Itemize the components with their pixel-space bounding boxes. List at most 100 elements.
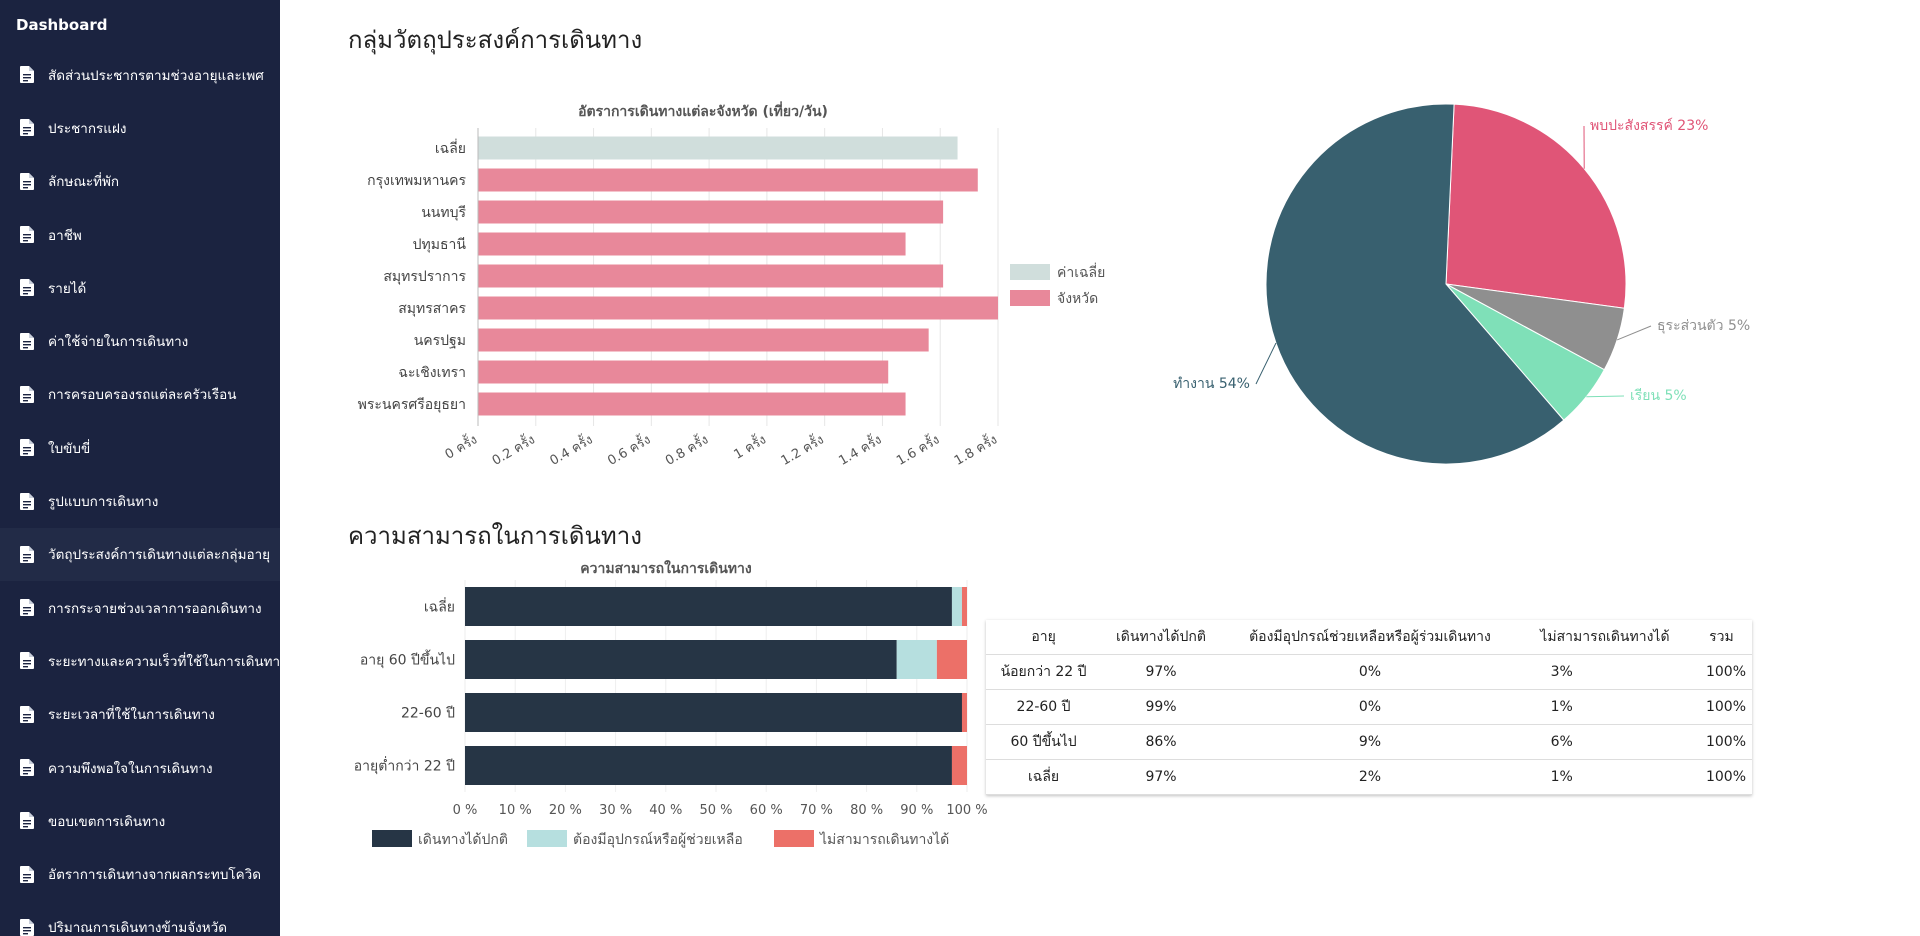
sidebar-item-label: ค่าใช้จ่ายในการเดินทาง [48,334,189,351]
stacked-bar-segment [961,693,967,732]
sidebar-item-label: ความพึงพอใจในการเดินทาง [48,760,213,777]
sidebar-item[interactable]: อัตราการเดินทางจากผลกระทบโควิด [0,847,280,900]
legend-label: ค่าเฉลี่ย [1057,263,1105,281]
legend-swatch [527,830,567,847]
sidebar-item[interactable]: ค่าใช้จ่ายในการเดินทาง [0,314,280,367]
document-icon [20,918,34,936]
legend-label: ไม่สามารถเดินทางได้ [819,831,949,848]
table-header-age: อายุ [986,620,1102,655]
document-icon [20,279,34,297]
document-icon [20,332,34,350]
x-tick-label: 0 ครั้ง [441,430,480,463]
sidebar-item[interactable]: ความพึงพอใจในการเดินทาง [0,741,280,794]
table-row: 22-60 ปี 99% 0% 1% 100% [986,689,1752,725]
y-tick-label: อายุต่ำกว่า 22 ปี [354,757,455,775]
y-tick-label: นนทบุรี [421,205,466,221]
table-cell: เฉลี่ย [986,759,1102,795]
sidebar-item-label: ใบขับขี่ [48,440,91,457]
legend-swatch [372,830,412,847]
stacked-bar-segment [961,587,967,626]
sidebar-item[interactable]: รายได้ [0,261,280,314]
x-tick-label: 0.4 ครั้ง [546,430,596,469]
document-icon [20,705,34,723]
document-icon [20,119,34,137]
pie-slice [1445,103,1627,309]
y-tick-label: สมุทรปราการ [383,269,466,285]
y-tick-label: เฉลี่ย [435,139,466,157]
table-header-normal: เดินทางได้ปกติ [1101,620,1221,655]
chart-title: อัตราการเดินทางแต่ละจังหวัด (เที่ยว/วัน) [578,101,828,120]
table-row: เฉลี่ย 97% 2% 1% 100% [986,759,1752,795]
sidebar-item[interactable]: รูปแบบการเดินทาง [0,474,280,527]
dashboard-brand[interactable]: Dashboard [16,16,108,34]
sidebar-item-label: การครอบครองรถแต่ละครัวเรือน [48,387,237,404]
legend-label: ต้องมีอุปกรณ์หรือผู้ช่วยเหลือ [573,831,743,848]
sidebar-item[interactable]: ขอบเขตการเดินทาง [0,794,280,847]
document-icon [20,865,34,883]
table-header-row: อายุ เดินทางได้ปกติ ต้องมีอุปกรณ์ช่วยเหล… [986,620,1752,655]
stacked-bar-segment [465,587,952,626]
document-icon [20,492,34,510]
x-tick-label: 1 ครั้ง [730,430,769,463]
document-icon [20,759,34,776]
sidebar-item-label: สัดส่วนประชากรตามช่วงอายุและเพศ [48,67,264,84]
bar [478,264,944,288]
sidebar: Dashboard สัดส่วนประชากรตามช่วงอายุและเพ… [0,0,280,936]
sidebar-item[interactable]: ประชากรแฝง [0,101,280,154]
bar [478,392,906,416]
y-tick-label: นครปฐม [414,333,466,349]
x-tick-label: 1.8 ครั้ง [950,430,1000,469]
table-cell: 22-60 ปี [986,689,1102,725]
stacked-bar-segment [465,693,962,732]
sidebar-item[interactable]: ระยะทางและความเร็วที่ใช้ในการเดินทาง [0,634,280,687]
travel-ability-chart: ความสามารถในการเดินทาง 0 % 10 % 20 % 30 % 40 … [354,559,988,848]
y-tick-label: พระนครศรีอยุธยา [358,397,466,413]
bar [478,360,889,384]
table-cell: 99% [1101,689,1221,725]
sidebar-item[interactable]: การกระจายช่วงเวลาการออกเดินทาง [0,581,280,634]
pie-label: พบปะสังสรรค์ 23% [1590,117,1708,134]
sidebar-item[interactable]: การครอบครองรถแต่ละครัวเรือน [0,368,280,421]
sidebar-item[interactable]: ลักษณะที่พัก [0,155,280,208]
document-icon [20,66,34,84]
sidebar-item[interactable]: ใบขับขี่ [0,421,280,474]
sidebar-item[interactable]: วัตถุประสงค์การเดินทางแต่ละกลุ่มอายุ [0,527,280,581]
document-icon [20,599,34,617]
x-tick-label: 1.2 ครั้ง [777,430,827,469]
table-cell: 100% [1690,689,1752,725]
bar [478,296,998,320]
table-cell: 97% [1101,759,1221,795]
sidebar-item-label: รายได้ [48,280,87,297]
pie-slice [1265,103,1565,465]
sidebar-item-label: วัตถุประสงค์การเดินทางแต่ละกลุ่มอายุ [48,547,271,564]
y-tick-label: 22-60 ปี [401,706,455,722]
sidebar-item[interactable]: สัดส่วนประชากรตามช่วงอายุและเพศ [0,48,280,101]
x-tick-label: 50 % [699,803,732,818]
x-tick-label: 70 % [800,803,833,818]
table-header-total: รวม [1690,620,1752,655]
table-cell: น้อยกว่า 22 ปี [986,654,1102,690]
document-icon [20,812,34,830]
x-tick-label: 90 % [900,803,933,818]
ability-section-title: ความสามารถในการเดินทาง [348,522,642,550]
table-cell: 60 ปีขึ้นไป [986,724,1102,760]
sidebar-item[interactable]: ปริมาณการเดินทางข้ามจังหวัด [0,901,280,936]
x-tick-label: 1.4 ครั้ง [835,430,885,469]
table-cell: 0% [1220,689,1520,725]
sidebar-item-label: ปริมาณการเดินทางข้ามจังหวัด [48,920,227,936]
y-tick-label: กรุงเทพมหานคร [367,173,466,189]
sidebar-item[interactable]: อาชีพ [0,208,280,261]
legend-swatch [1010,290,1050,306]
sidebar-item-label: อาชีพ [48,227,82,244]
bar [478,168,978,192]
sidebar-item[interactable]: ระยะเวลาที่ใช้ในการเดินทาง [0,688,280,741]
x-tick-label: 30 % [599,803,632,818]
table-cell: 100% [1690,724,1752,760]
sidebar-item-label: ลักษณะที่พัก [48,174,120,191]
purpose-section-title: กลุ่มวัตถุประสงค์การเดินทาง [348,26,643,54]
y-tick-label: ฉะเชิงเทรา [398,365,466,381]
bar [478,136,958,160]
table-cell: 9% [1220,724,1520,760]
document-icon [20,652,34,670]
x-tick-label: 1.6 ครั้ง [893,430,943,469]
